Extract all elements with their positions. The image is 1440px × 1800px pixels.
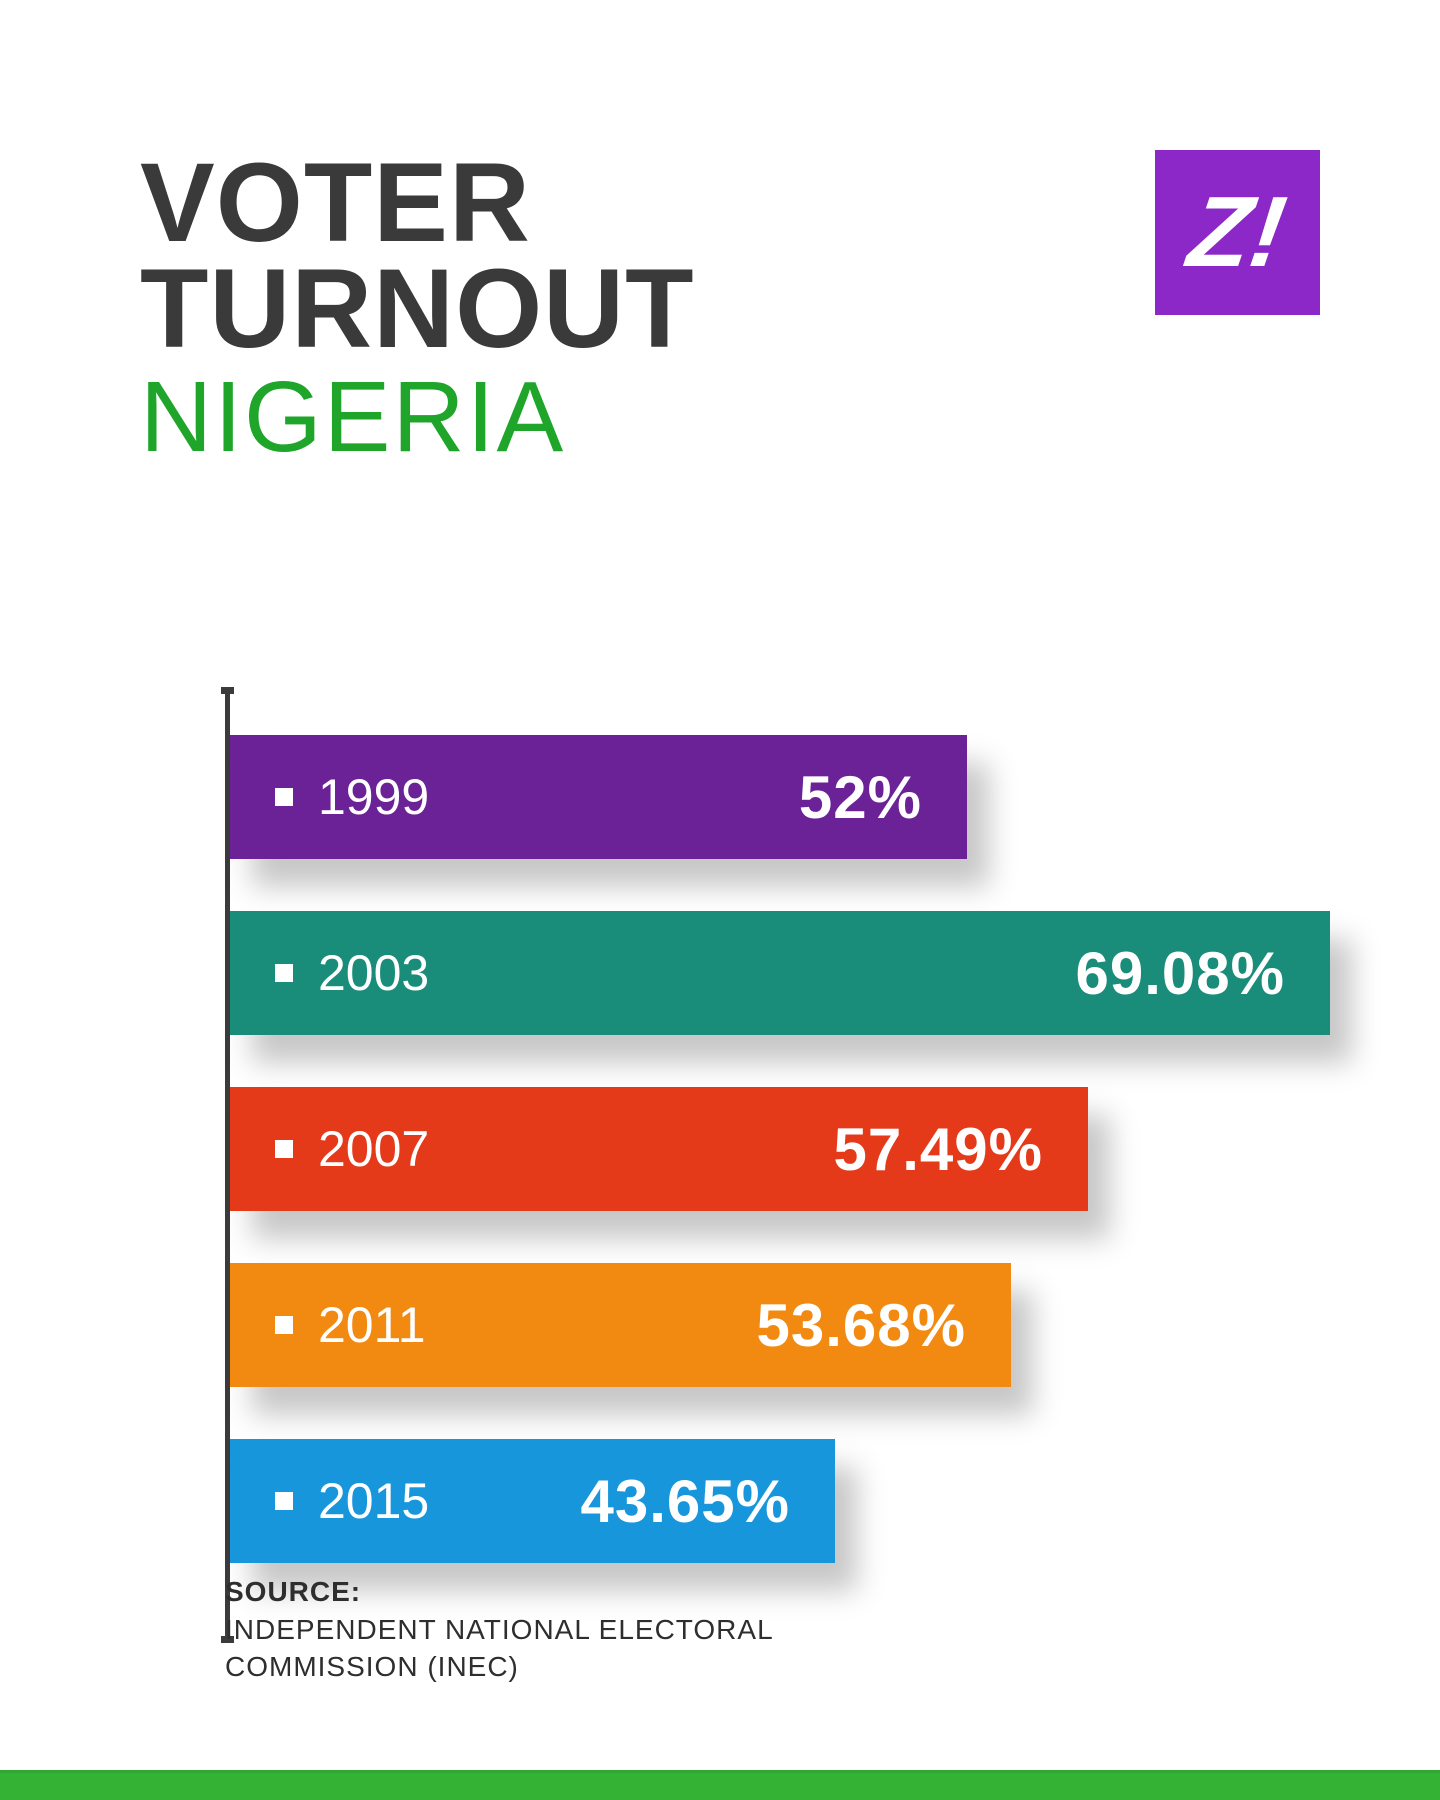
bar-row: 2003 69.08% xyxy=(230,911,1330,1035)
footer-stripe xyxy=(0,1770,1440,1800)
bar-year-label: 1999 xyxy=(318,768,429,826)
square-bullet-icon xyxy=(275,964,293,982)
bar-year-label: 2015 xyxy=(318,1472,429,1530)
subtitle: NIGERIA xyxy=(140,367,694,467)
square-bullet-icon xyxy=(275,1316,293,1334)
source-block: SOURCE: INDEPENDENT NATIONAL ELECTORAL C… xyxy=(225,1576,774,1685)
infographic-canvas: VOTER TURNOUT NIGERIA Z! 1999 52% 2003 69.0… xyxy=(0,0,1440,1800)
bar-value-label: 53.68% xyxy=(757,1291,967,1360)
source-body: INDEPENDENT NATIONAL ELECTORAL COMMISSIO… xyxy=(225,1612,774,1685)
source-body-line-1: INDEPENDENT NATIONAL ELECTORAL xyxy=(225,1612,774,1648)
bar: 2011 53.68% xyxy=(230,1263,1011,1387)
bar-row: 2011 53.68% xyxy=(230,1263,1330,1387)
bar-row: 2007 57.49% xyxy=(230,1087,1330,1211)
bar-value-label: 69.08% xyxy=(1076,939,1286,1008)
bar-value-label: 43.65% xyxy=(581,1467,791,1536)
bar: 1999 52% xyxy=(230,735,967,859)
bar-value-label: 57.49% xyxy=(834,1115,1044,1184)
bar-chart: 199952%200369.08%200757.49%201153.68%201… xyxy=(230,735,1330,1615)
title-line-1: VOTER xyxy=(140,150,694,256)
source-body-line-2: COMMISSION (INEC) xyxy=(225,1649,774,1685)
bar-row: 1999 52% xyxy=(230,735,1330,859)
bar-year-label: 2007 xyxy=(318,1120,429,1178)
square-bullet-icon xyxy=(275,1140,293,1158)
bar: 2007 57.49% xyxy=(230,1087,1088,1211)
bar: 2015 43.65% xyxy=(230,1439,835,1563)
bar-value-label: 52% xyxy=(799,763,922,832)
bar-year-label: 2011 xyxy=(318,1296,426,1354)
source-label: SOURCE: xyxy=(225,1576,774,1608)
square-bullet-icon xyxy=(275,788,293,806)
title-line-2: TURNOUT xyxy=(140,256,694,362)
square-bullet-icon xyxy=(275,1492,293,1510)
header: VOTER TURNOUT NIGERIA xyxy=(140,150,694,467)
brand-logo-text: Z! xyxy=(1182,175,1293,290)
bar-year-label: 2003 xyxy=(318,944,429,1002)
bar-row: 2015 43.65% xyxy=(230,1439,1330,1563)
bar: 2003 69.08% xyxy=(230,911,1330,1035)
brand-logo: Z! xyxy=(1155,150,1320,315)
